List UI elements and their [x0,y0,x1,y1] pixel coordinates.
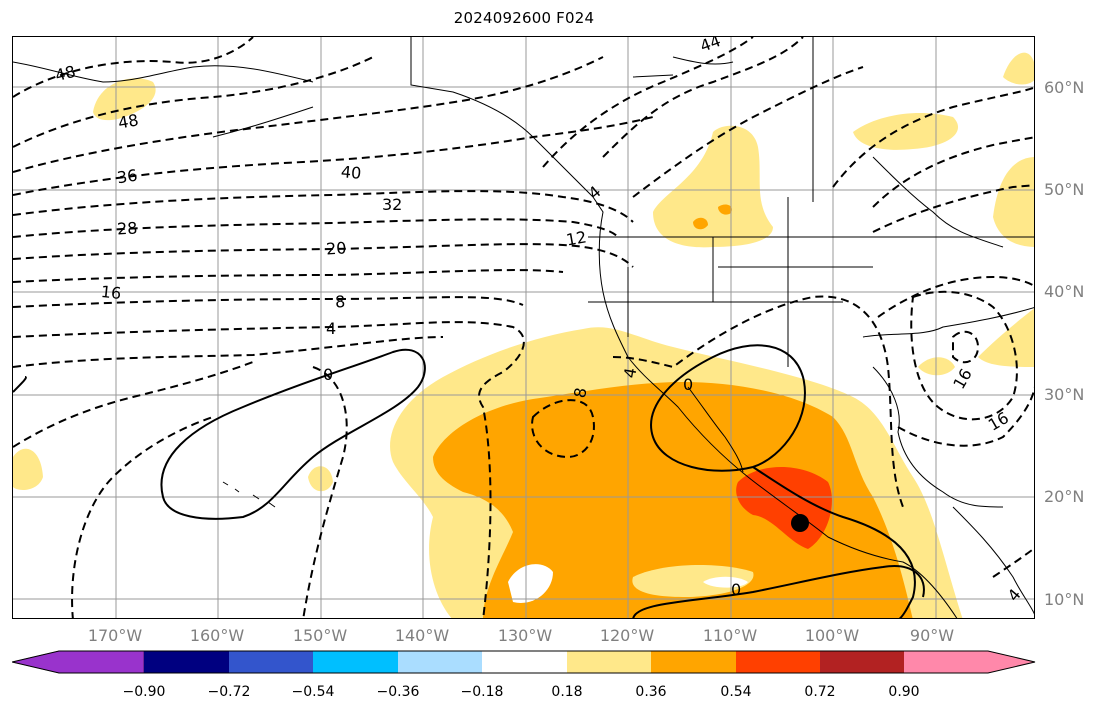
coastlines [13,37,1034,618]
contour-label: 4 [620,366,640,379]
contour-label: 16 [100,282,122,303]
contour-label: 4 [326,319,336,338]
colorbar-segment [12,650,145,674]
lon-label-170w: 170°W [87,626,143,645]
contour-label: 44 [698,37,724,56]
lon-label-90w: 90°W [909,626,955,645]
colorbar-tick-label: 0.72 [804,684,836,700]
colorbar-tick-label: −0.72 [207,684,251,700]
colorbar-tick-label: 0.90 [888,684,920,700]
shade-light-hawaii-w [13,448,43,490]
shade-light-alaska [93,78,156,121]
contour-label: 40 [340,162,362,183]
colorbar-segment [820,651,904,673]
contour-label: 48 [53,62,77,85]
colorbar-tick-label: 0.18 [551,684,583,700]
colorbar-segment [144,651,229,673]
colorbar-segment [904,651,1035,673]
contour-label: 36 [116,166,139,188]
lon-label-100w: 100°W [804,626,860,645]
contour-label: 32 [382,195,402,214]
contour-label: 0 [731,580,741,599]
colorbar-tick-label: −0.18 [460,684,504,700]
lat-label-40n: 40°N [1044,282,1085,301]
colorbar-segment [651,651,736,673]
lat-label-60n: 60°N [1044,78,1085,97]
colorbar [12,650,1036,674]
shade-medium-gulf [693,217,708,230]
contour-label: 16 [949,365,976,392]
contour-label: 8 [335,292,346,312]
contour-label: 0 [683,375,693,394]
contour-label: 4 [1004,585,1025,605]
lon-label-140w: 140°W [394,626,450,645]
shade-light-hole2 [508,564,553,603]
colorbar-segment [482,651,567,673]
contour-label: 4 [585,182,605,203]
graticule [13,37,1034,618]
lat-label-50n: 50°N [1044,180,1085,199]
colorbar-segment [736,651,820,673]
shade-light-greatlakes [993,157,1034,247]
contour-label: 48 [117,110,140,132]
colorbar-segment [567,651,651,673]
lat-label-10n: 10°N [1044,590,1085,609]
lon-label-130w: 130°W [497,626,553,645]
storm-center-marker [791,514,809,532]
lon-label-120w: 120°W [599,626,655,645]
colorbar-tick-label: 0.54 [720,684,752,700]
shade-white-hole [703,576,748,588]
lon-label-150w: 150°W [292,626,348,645]
shade-light-ne [1003,52,1034,85]
lon-label-110w: 110°W [702,626,758,645]
shade-light-gulf [653,125,773,248]
lat-label-30n: 30°N [1044,385,1085,404]
shade-light-inner [632,565,754,597]
lat-label-20n: 20°N [1044,487,1085,506]
colorbar-tick-label: −0.54 [291,684,335,700]
contour-label: 12 [565,227,588,249]
colorbar-tick-label: −0.90 [122,684,166,700]
colorbar-tick-label: −0.36 [376,684,420,700]
colorbar-outline [12,650,1036,674]
map-canvas: 48 48 36 40 28 32 20 12 16 8 4 0 8 4 0 1… [13,37,1034,618]
colorbar-segment [229,651,313,673]
colorbar-segment [398,651,482,673]
colorbar-segment [313,651,398,673]
map-panel: 48 48 36 40 28 32 20 12 16 8 4 0 8 4 0 1… [12,36,1035,619]
shade-light-canada [853,112,959,150]
shade-medium-gulf2 [718,204,732,215]
shade-medium-main [433,382,913,618]
contour-label: 28 [117,218,138,238]
shade-strong-core [736,467,832,549]
anomaly-shading [13,52,1034,618]
dashed-contours [13,37,1034,618]
solid-contours [13,344,925,618]
contour-label: 20 [325,238,347,258]
colorbar-tick-label: 0.36 [635,684,667,700]
contour-label: 8 [570,386,590,399]
shade-light-east [978,308,1034,367]
contour-label: 0 [323,365,333,384]
lon-label-160w: 160°W [189,626,245,645]
map-title: 2024092600 F024 [453,9,595,27]
